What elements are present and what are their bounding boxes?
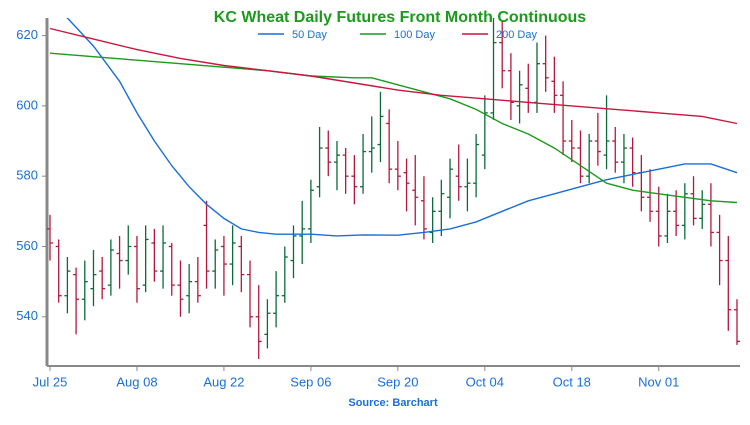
y-tick-label: 620 xyxy=(16,27,38,42)
x-tick-label: Jul 25 xyxy=(33,374,68,389)
y-tick-label: 540 xyxy=(16,308,38,323)
plot-area xyxy=(47,18,740,359)
x-tick-label: Oct 04 xyxy=(466,374,504,389)
x-tick-label: Oct 18 xyxy=(553,374,591,389)
x-tick-label: Aug 08 xyxy=(116,374,157,389)
legend-label: 200 Day xyxy=(496,29,537,41)
x-tick-label: Sep 06 xyxy=(290,374,331,389)
x-tick-label: Sep 20 xyxy=(377,374,418,389)
y-tick-label: 580 xyxy=(16,168,38,183)
legend-label: 100 Day xyxy=(394,29,435,41)
moving-average-line xyxy=(49,52,738,204)
source: Source: Barchart xyxy=(348,397,438,409)
y-tick-label: 600 xyxy=(16,97,38,112)
x-tick-label: Nov 01 xyxy=(638,374,679,389)
moving-average-line xyxy=(66,18,738,237)
moving-average-line xyxy=(49,27,738,125)
chart-title: KC Wheat Daily Futures Front Month Conti… xyxy=(214,9,587,26)
x-tick-label: Aug 22 xyxy=(203,374,244,389)
legend-label: 50 Day xyxy=(292,29,327,41)
y-tick-label: 560 xyxy=(16,238,38,253)
